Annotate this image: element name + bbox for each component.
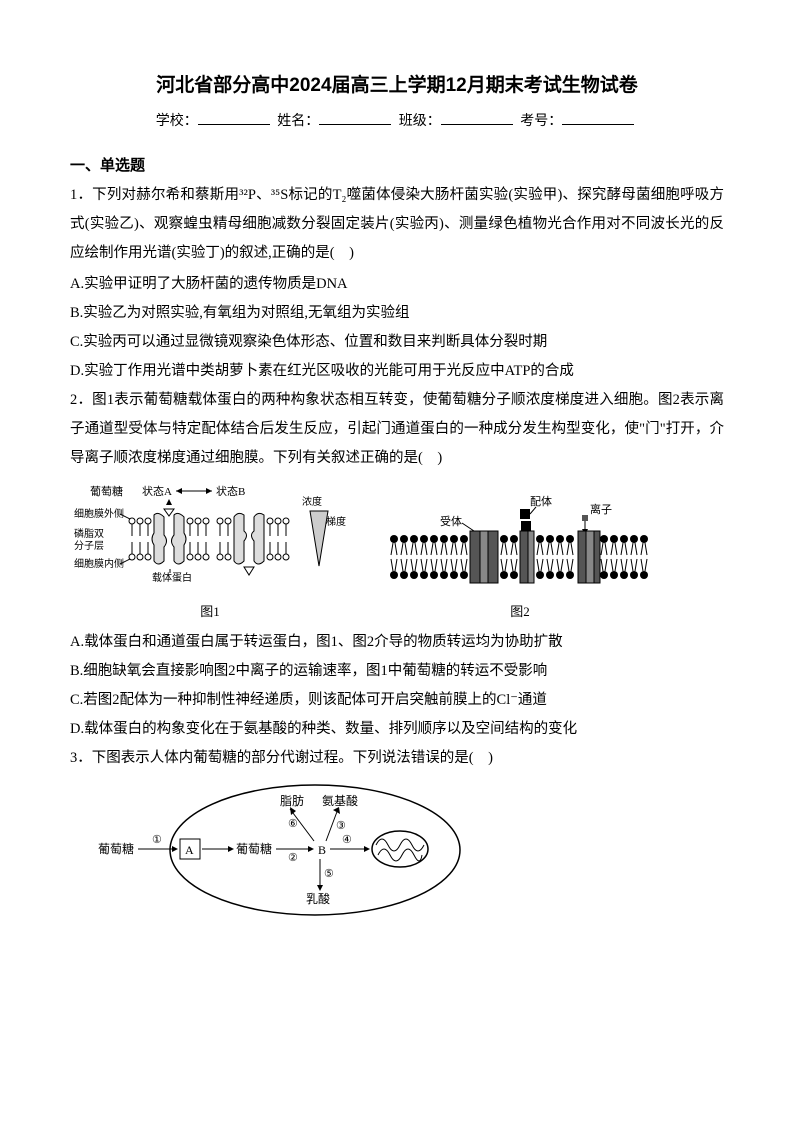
student-info-line: 学校： 姓名： 班级： 考号： [70, 109, 724, 130]
svg-text:②: ② [288, 852, 298, 864]
exam-title: 河北省部分高中2024届高三上学期12月期末考试生物试卷 [70, 70, 724, 97]
fig3-fat: 脂肪 [280, 793, 304, 808]
fig1-bilayer-label2: 分子层 [74, 540, 104, 552]
class-blank[interactable] [441, 109, 513, 125]
fig1-bilayer-label1: 磷脂双 [74, 527, 104, 540]
q2-stem: 图1表示葡萄糖载体蛋白的两种构象状态相互转变，使葡萄糖分子顺浓度梯度进入细胞。图… [70, 392, 724, 466]
fig3-boxA: A [185, 843, 194, 857]
svg-text:⑤: ⑤ [324, 868, 334, 880]
q3-stem: 下图表示人体内葡萄糖的部分代谢过程。下列说法错误的是( ) [92, 750, 493, 766]
q1-option-b: B.实验乙为对照实验,有氧组为对照组,无氧组为实验组 [70, 299, 724, 328]
fig1-outer-label: 细胞膜外侧 [74, 507, 124, 520]
question-3: 3．下图表示人体内葡萄糖的部分代谢过程。下列说法错误的是( ) [70, 744, 724, 773]
name-blank[interactable] [319, 109, 391, 125]
school-blank[interactable] [198, 109, 270, 125]
fig1-carrier-label: 载体蛋白 [152, 571, 192, 584]
q2-option-a: A.载体蛋白和通道蛋白属于转运蛋白，图1、图2介导的物质转运均为协助扩散 [70, 628, 724, 657]
fig3-amino: 氨基酸 [322, 793, 358, 808]
q1-option-d: D.实验丁作用光谱中类胡萝卜素在红光区吸收的光能可用于光反应中ATP的合成 [70, 357, 724, 386]
q2-figure-row: 葡萄糖 状态A 状态B 细胞膜外侧 磷脂双 分子层 细胞膜内侧 [70, 481, 724, 620]
q2-option-d: D.载体蛋白的构象变化在于氨基酸的种类、数量、排列顺序以及空间结构的变化 [70, 715, 724, 744]
question-2: 2．图1表示葡萄糖载体蛋白的两种构象状态相互转变，使葡萄糖分子顺浓度梯度进入细胞… [70, 386, 724, 473]
fig2-ligand-label: 配体 [530, 494, 552, 508]
section-1-header: 一、单选题 [70, 154, 724, 175]
q3-number: 3． [70, 750, 92, 766]
figure-2-caption: 图2 [380, 601, 660, 620]
fig1-stateA-label: 状态A [142, 484, 172, 498]
figure-3-svg: 葡萄糖 ① A 葡萄糖 ② B 脂肪 ⑥ 氨基酸 ③ 乳酸 ⑤ ④ [90, 775, 470, 925]
mitochondria-icon [372, 831, 428, 867]
fig1-inner-label: 细胞膜内侧 [74, 557, 124, 570]
q1-option-c: C.实验丙可以通过显微镜观察染色体形态、位置和数目来判断具体分裂时期 [70, 328, 724, 357]
figure-2-box: 配体 受体 离子 [380, 491, 660, 620]
number-label: 考号： [520, 110, 562, 130]
school-label: 学校： [156, 110, 198, 130]
q1-option-a: A.实验甲证明了大肠杆菌的遗传物质是DNA [70, 270, 724, 299]
figure-1-box: 葡萄糖 状态A 状态B 细胞膜外侧 磷脂双 分子层 细胞膜内侧 [70, 481, 350, 620]
svg-text:④: ④ [342, 834, 352, 846]
q1-number: 1． [70, 187, 92, 203]
q2-option-c: C.若图2配体为一种抑制性神经递质，则该配体可开启突触前膜上的Cl⁻通道 [70, 686, 724, 715]
question-1: 1．下列对赫尔希和蔡斯用³²P、³⁵S标记的T₂噬菌体侵染大肠杆菌实验(实验甲)… [70, 181, 724, 268]
fig3-glucose1: 葡萄糖 [98, 841, 134, 856]
fig2-receptor-label: 受体 [440, 514, 462, 528]
q1-stem: 下列对赫尔希和蔡斯用³²P、³⁵S标记的T₂噬菌体侵染大肠杆菌实验(实验甲)、探… [70, 187, 724, 261]
svg-text:⑥: ⑥ [288, 818, 298, 830]
fig1-stateB-label: 状态B [216, 484, 245, 498]
fig3-boxB: B [318, 843, 326, 857]
q2-number: 2． [70, 392, 92, 408]
fig1-glucose-label: 葡萄糖 [90, 484, 123, 498]
q2-option-b: B.细胞缺氧会直接影响图2中离子的运输速率，图1中葡萄糖的转运不受影响 [70, 657, 724, 686]
fig3-glucose2: 葡萄糖 [236, 841, 272, 856]
svg-text:①: ① [152, 834, 162, 846]
fig3-lactic: 乳酸 [306, 891, 330, 906]
fig2-ion-label: 离子 [590, 502, 612, 516]
number-blank[interactable] [562, 109, 634, 125]
name-label: 姓名： [277, 110, 319, 130]
figure-1-caption: 图1 [70, 601, 350, 620]
figure-1-svg: 葡萄糖 状态A 状态B 细胞膜外侧 磷脂双 分子层 细胞膜内侧 [70, 481, 350, 596]
fig1-gradient-label1: 浓度 [302, 495, 322, 508]
svg-text:梯度: 梯度 [326, 515, 346, 528]
svg-text:③: ③ [336, 820, 346, 832]
class-label: 班级： [399, 110, 441, 130]
figure-2-svg: 配体 受体 离子 [380, 491, 660, 596]
